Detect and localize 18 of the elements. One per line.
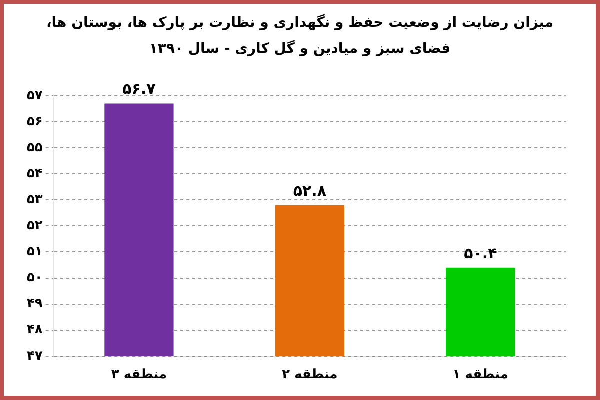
y-tick-label: ۵۲ [26,218,43,234]
y-tick-label: ۵۰ [26,270,43,286]
data-label: ۵۶.۷ [122,80,156,98]
y-tick-label: ۵۶ [26,114,43,130]
y-tick-label: ۵۷ [26,88,43,104]
data-label: ۵۰.۴ [464,244,498,262]
y-tick-label: ۵۵ [26,140,43,156]
y-tick-label: ۵۱ [26,244,43,260]
y-tick-label: ۴۸ [26,322,43,338]
y-tick-label: ۵۴ [26,166,43,182]
x-tick-label: منطقه ۲ [282,368,338,383]
y-tick-label: ۵۳ [26,192,43,208]
x-tick-label: منطقه ۱ [452,368,509,383]
x-tick-label: منطقه ۳ [111,368,168,383]
data-label: ۵۲.۸ [293,182,327,200]
y-tick-label: ۴۷ [26,348,43,364]
chart-title: میزان رضایت از وضعیت حفظ و نگهداری و نظارت بر پارک ها، بوستان ها، فضای سبز و میادین و گل کاری - سال ۱۳۹۰ [45,13,555,59]
y-tick-label: ۴۹ [26,296,43,312]
